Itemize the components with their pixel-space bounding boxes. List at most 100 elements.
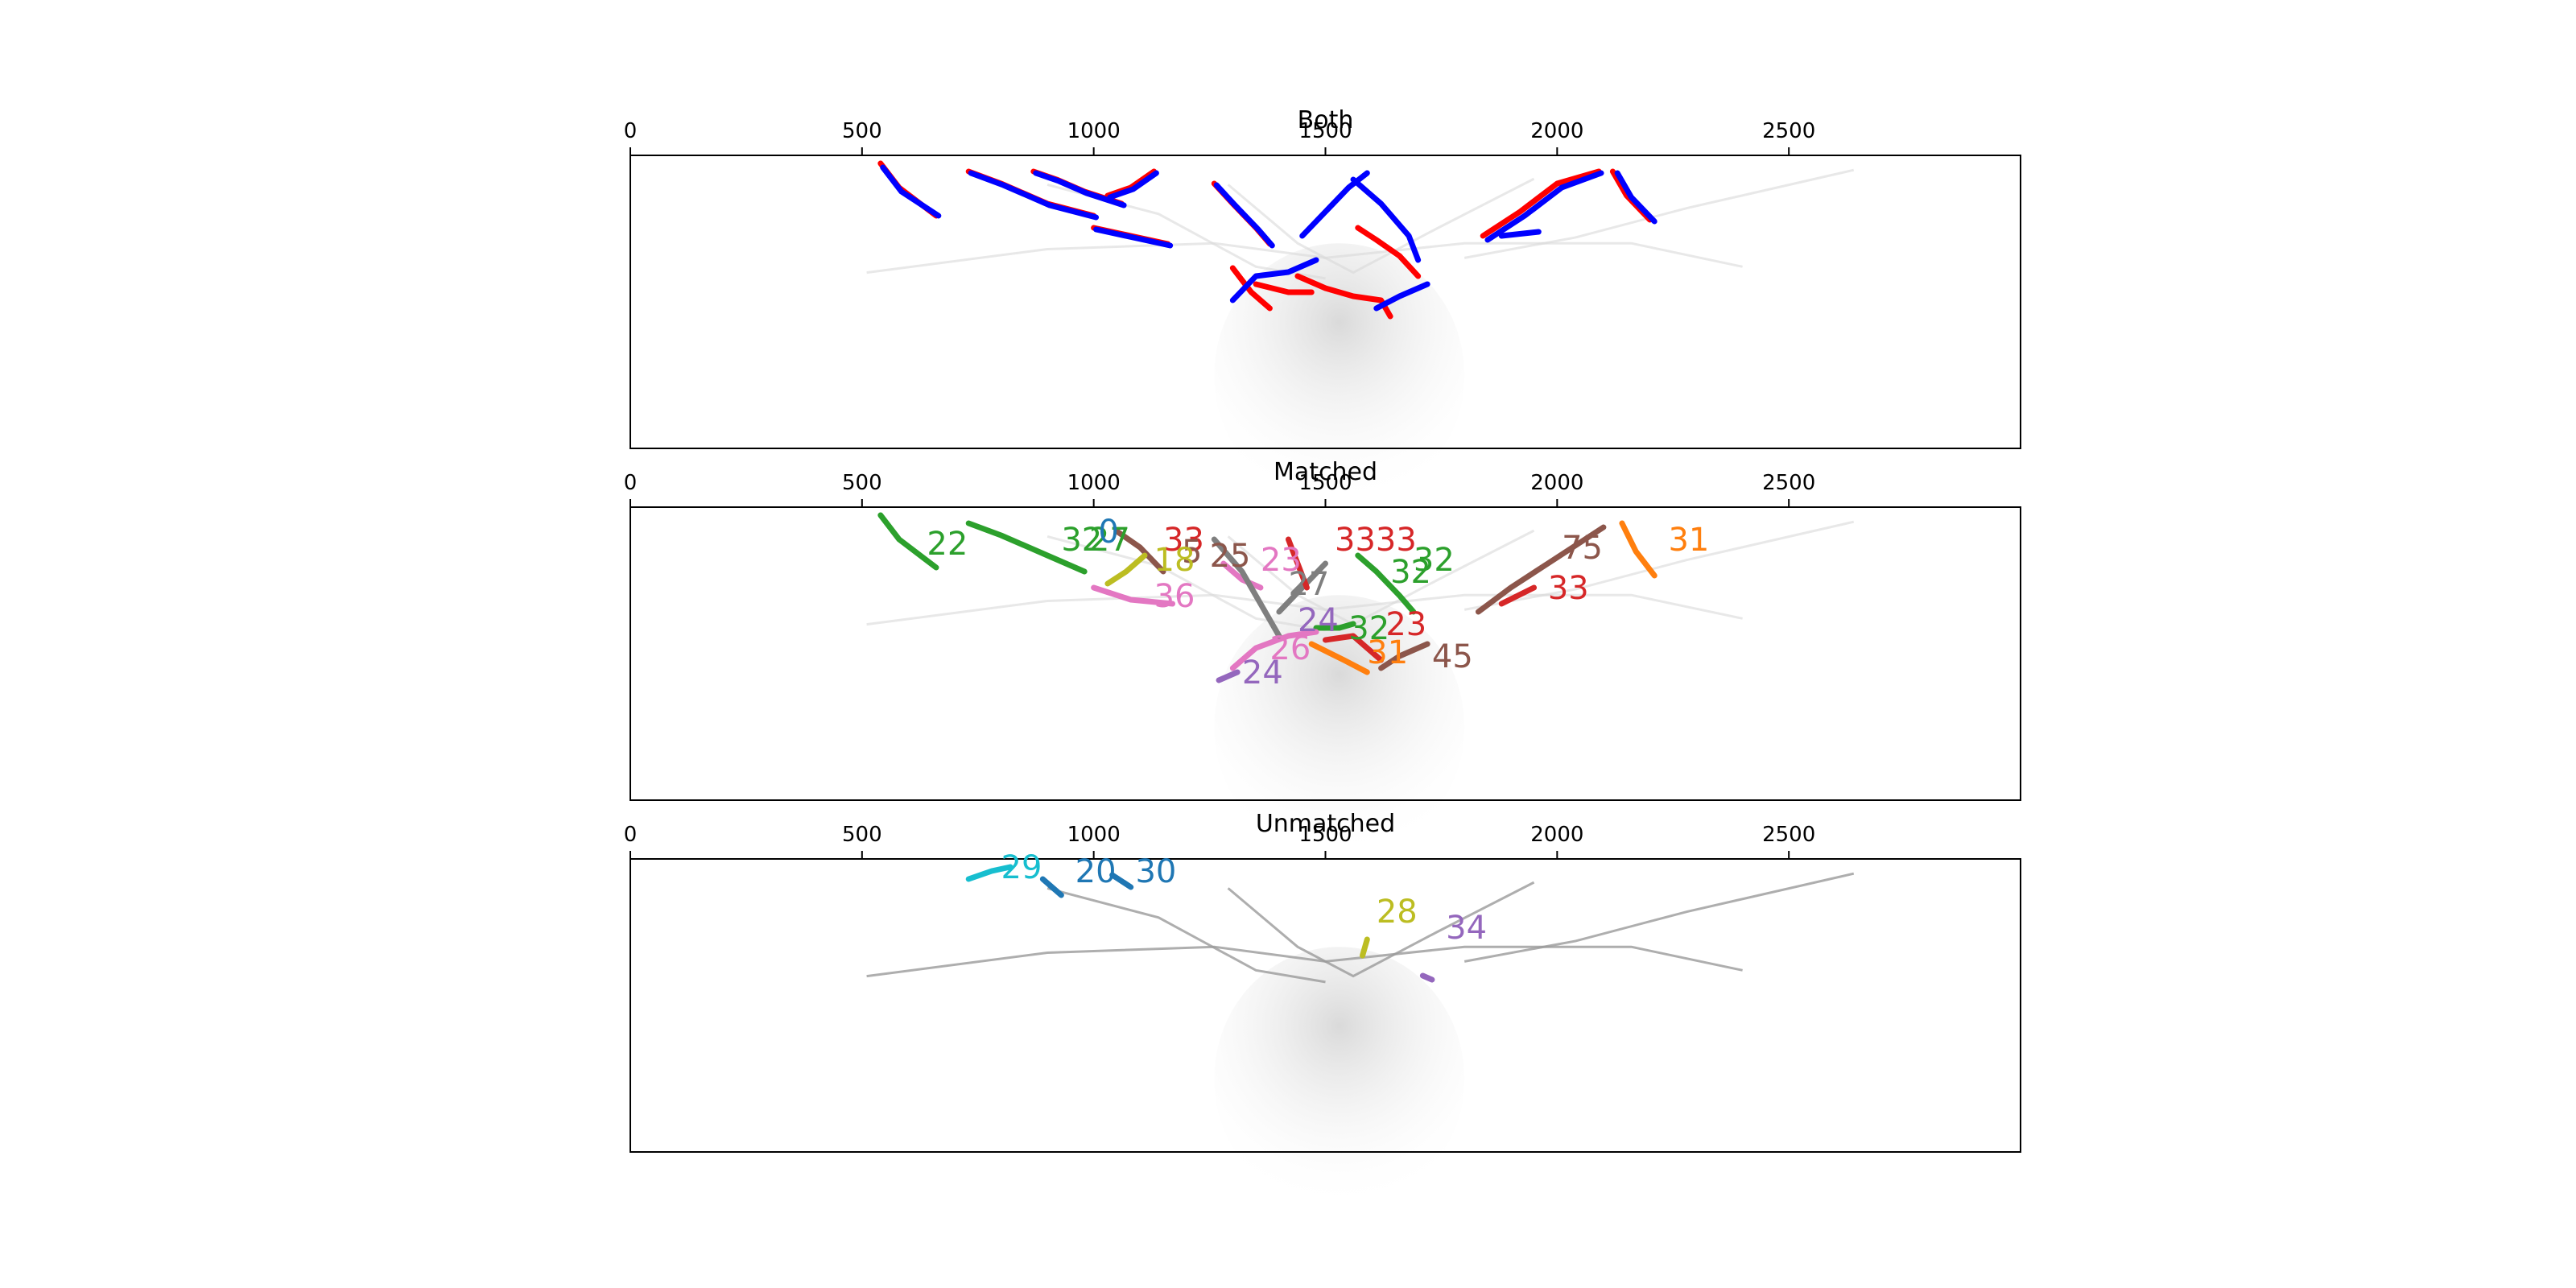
track-line xyxy=(1229,629,1319,671)
track-line xyxy=(965,520,1088,575)
panel-title: Unmatched xyxy=(1256,810,1395,838)
track-label: 28 xyxy=(1377,894,1418,931)
background-ridge xyxy=(1046,535,1326,632)
background-ridge xyxy=(1046,886,1326,984)
track-line xyxy=(1373,281,1430,312)
background-ridge xyxy=(1463,520,1855,611)
x-tick-label: 2000 xyxy=(1530,471,1583,495)
track-label: 34 xyxy=(1446,910,1487,947)
track-line xyxy=(1039,876,1064,898)
track-label: 18 xyxy=(1154,542,1195,579)
track-label: 32 xyxy=(1348,610,1389,647)
track-line xyxy=(1498,584,1538,607)
track-line xyxy=(1091,584,1176,607)
track-label: 27 xyxy=(1288,566,1329,603)
track-label: 25 xyxy=(1210,538,1251,575)
track-line xyxy=(1285,536,1310,591)
background-ridge xyxy=(1463,168,1855,259)
x-tick-label: 1000 xyxy=(1067,471,1121,495)
track-label: 23 xyxy=(1385,606,1426,643)
track-line xyxy=(1104,552,1148,587)
track-label: 31 xyxy=(1367,634,1408,671)
x-tick-label: 0 xyxy=(624,471,638,495)
track-label: 27 xyxy=(1089,522,1130,559)
track-label: 26 xyxy=(1269,630,1311,667)
track-line xyxy=(1033,170,1127,208)
track-line xyxy=(1216,669,1241,683)
track-line xyxy=(880,164,942,219)
panel-title: Matched xyxy=(1274,458,1377,486)
track-line xyxy=(1220,560,1264,591)
track-label: 32 xyxy=(1061,522,1102,559)
track-line xyxy=(1378,641,1430,671)
x-tick-label: 0 xyxy=(624,823,638,847)
track-label: 45 xyxy=(1432,638,1473,675)
track-label: 0 xyxy=(1098,514,1118,551)
track-line xyxy=(1211,536,1282,639)
panel-both: Both 0 500 1000 1500 2000 2500 xyxy=(624,106,2021,507)
x-tick-label: 500 xyxy=(842,823,882,847)
track-line xyxy=(968,170,1100,221)
x-tick-label: 2500 xyxy=(1762,119,1815,143)
x-tick-label: 1000 xyxy=(1067,823,1121,847)
background-ridge xyxy=(1227,177,1535,275)
x-tick-label: 2500 xyxy=(1762,471,1815,495)
track-label: 33 xyxy=(1548,570,1589,607)
track-line xyxy=(1480,168,1602,239)
track-line xyxy=(965,864,1013,882)
track-line xyxy=(1276,560,1328,615)
track-label: 32 xyxy=(1390,554,1431,591)
background-ridge xyxy=(1463,872,1855,963)
background-image-glow xyxy=(1214,595,1465,859)
x-tick-label: 0 xyxy=(624,119,638,143)
track-line xyxy=(1355,552,1417,615)
panel-unmatched: Unmatched 0 500 1000 1500 2000 2500 29 20 30 28 34 xyxy=(624,810,2021,1211)
track-line xyxy=(1355,225,1422,279)
track-label: 24 xyxy=(1298,602,1339,639)
track-line xyxy=(1107,170,1159,200)
x-tick-label: 2000 xyxy=(1530,823,1583,847)
track-line xyxy=(877,512,939,571)
x-tick-label: 1500 xyxy=(1298,823,1352,847)
x-tick-label: 500 xyxy=(842,471,882,495)
x-tick-label: 2500 xyxy=(1762,823,1815,847)
track-line xyxy=(1253,281,1315,295)
panel-title: Both xyxy=(1298,106,1354,134)
track-line xyxy=(1619,520,1657,579)
background-image-glow xyxy=(1214,947,1465,1211)
track-label: 3333 xyxy=(1335,522,1417,559)
track-line xyxy=(1313,621,1356,631)
track-label: 20 xyxy=(1075,853,1117,890)
track-label: 32 xyxy=(1414,542,1455,579)
track-line xyxy=(1113,528,1166,575)
background-ridge xyxy=(1227,881,1535,978)
x-tick-label: 1500 xyxy=(1298,471,1352,495)
track-label: 75 xyxy=(1562,530,1603,567)
track-line xyxy=(1308,641,1370,675)
track-line xyxy=(1350,176,1422,263)
track-label: 5 xyxy=(1182,534,1202,571)
track-line xyxy=(1229,257,1319,303)
track-line xyxy=(1109,872,1134,890)
x-tick-label: 500 xyxy=(842,119,882,143)
track-line xyxy=(1213,182,1275,249)
background-image-glow xyxy=(1214,243,1465,507)
track-label: 29 xyxy=(1001,849,1042,886)
track-label: 33 xyxy=(1163,522,1204,559)
track-label: 23 xyxy=(1261,542,1302,579)
track-line xyxy=(1360,936,1370,959)
track-line xyxy=(1498,229,1542,239)
track-label: 22 xyxy=(927,526,968,563)
track-label: 31 xyxy=(1668,522,1709,559)
track-line xyxy=(1419,972,1435,983)
track-line xyxy=(1229,265,1273,312)
track-line xyxy=(1093,226,1174,249)
track-label: 36 xyxy=(1154,578,1195,615)
x-tick-label: 1000 xyxy=(1067,119,1121,143)
track-line xyxy=(1475,524,1607,615)
x-tick-label: 1500 xyxy=(1298,119,1352,143)
track-label: 24 xyxy=(1242,654,1283,691)
x-tick-label: 2000 xyxy=(1530,119,1583,143)
